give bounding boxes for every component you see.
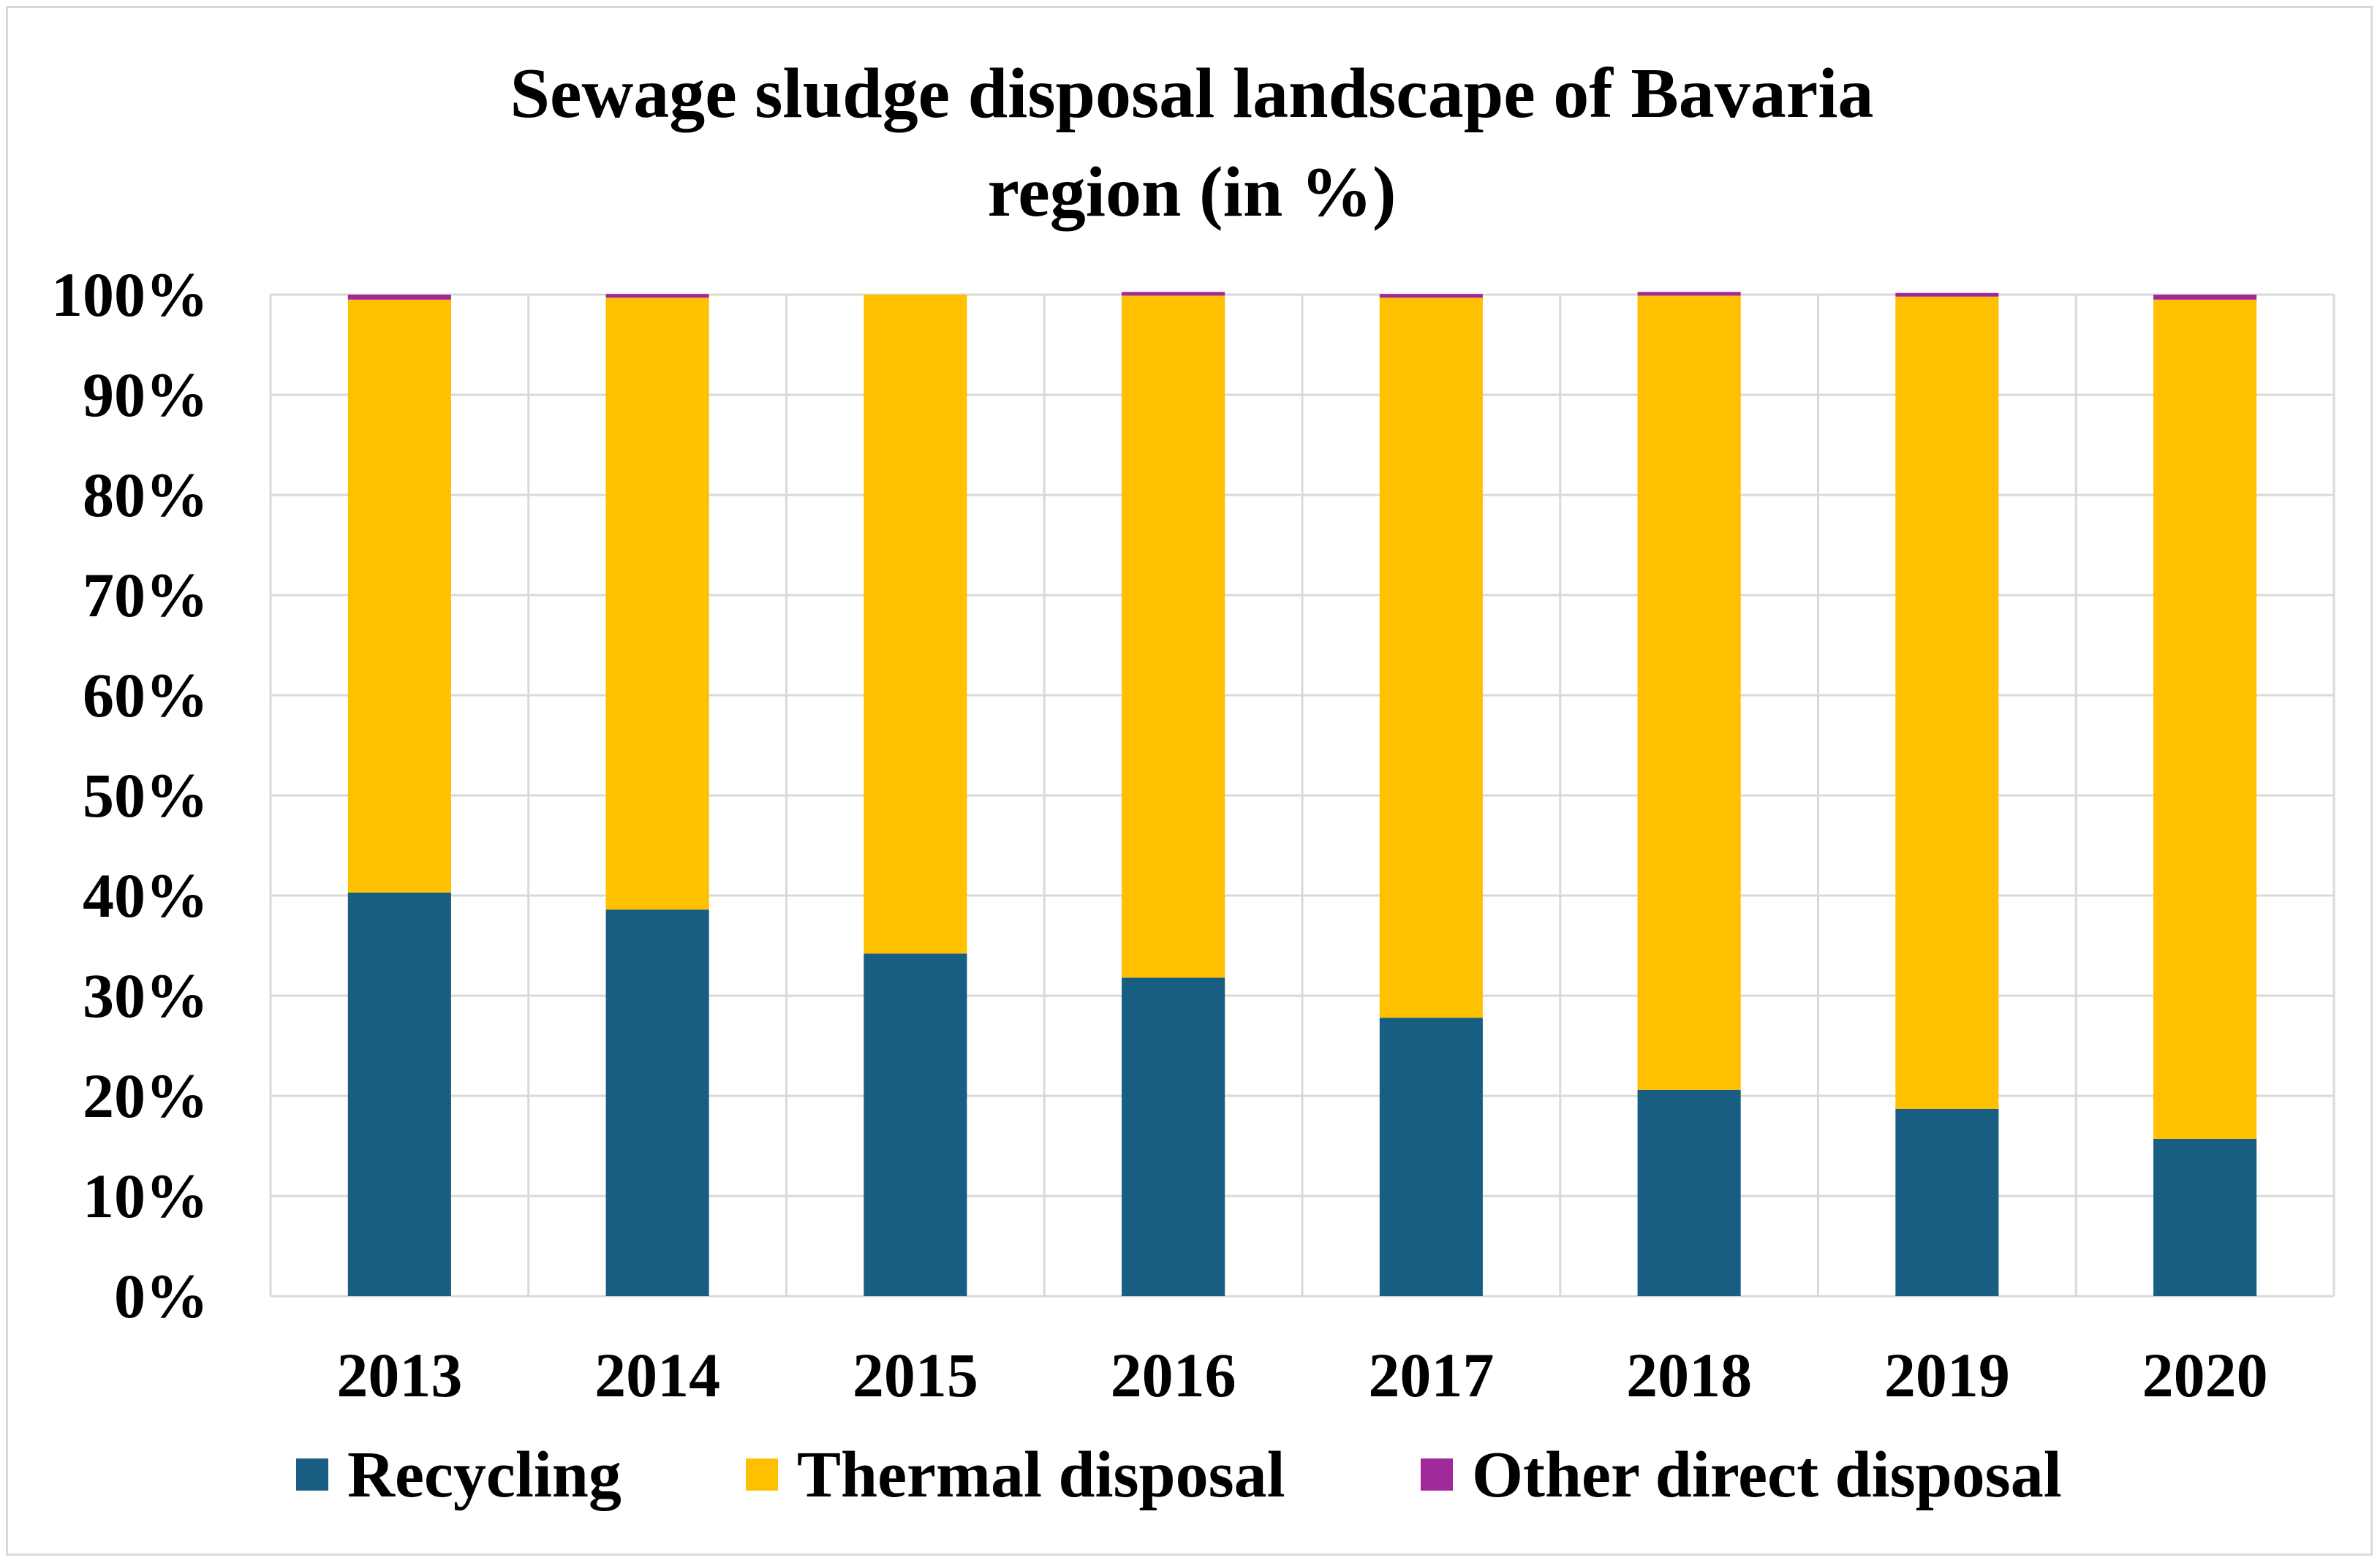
legend: Recycling Thermal disposal Other direct di…	[296, 1439, 2062, 1511]
bar-recycling-2018	[1637, 1089, 1741, 1296]
bar-recycling-2017	[1379, 1018, 1483, 1296]
y-tick-label: 30%	[83, 961, 208, 1031]
chart-title-line-2: region (in %)	[988, 153, 1397, 232]
x-tick-label: 2018	[1626, 1340, 1752, 1410]
y-tick-label: 70%	[83, 560, 208, 630]
y-tick-label: 100%	[51, 260, 208, 330]
bar-recycling-2015	[864, 953, 967, 1296]
legend-swatch-thermal-disposal	[746, 1458, 778, 1491]
bar-recycling-2013	[347, 892, 451, 1296]
y-tick-label: 80%	[83, 460, 208, 530]
x-tick-label: 2016	[1111, 1340, 1236, 1410]
legend-label: Other direct disposal	[1472, 1439, 2062, 1511]
bar-thermal-disposal-2018	[1637, 295, 1741, 1090]
bars	[347, 292, 2257, 1296]
bar-other-direct-disposal-2019	[1895, 292, 1999, 297]
chart-title-line-1: Sewage sludge disposal landscape of Bava…	[510, 54, 1874, 133]
bar-thermal-disposal-2016	[1122, 295, 1225, 978]
bar-thermal-disposal-2015	[864, 295, 967, 954]
bar-other-direct-disposal-2018	[1637, 292, 1741, 296]
y-tick-label: 90%	[83, 360, 208, 430]
x-tick-label: 2013	[336, 1340, 462, 1410]
legend-swatch-recycling	[296, 1458, 328, 1491]
bar-thermal-disposal-2017	[1379, 298, 1483, 1018]
gridlines	[269, 293, 2335, 1298]
x-tick-label: 2017	[1368, 1340, 1494, 1410]
x-axis: 2013 2014 2015 2016 2017 2018 2019 2020	[336, 1340, 2267, 1410]
y-tick-label: 60%	[83, 660, 208, 730]
bar-thermal-disposal-2014	[605, 298, 709, 910]
chart-title: Sewage sludge disposal landscape of Bava…	[510, 54, 1874, 232]
bar-recycling-2016	[1122, 977, 1225, 1296]
y-tick-label: 0%	[114, 1261, 208, 1331]
bar-other-direct-disposal-2014	[605, 294, 709, 298]
y-axis: 0% 10% 20% 30% 40% 50% 60% 70% 80% 90% 100%	[51, 260, 208, 1331]
x-tick-label: 2019	[1884, 1340, 2010, 1410]
bar-thermal-disposal-2019	[1895, 296, 1999, 1109]
legend-label: Recycling	[347, 1439, 622, 1511]
bar-thermal-disposal-2013	[347, 299, 451, 893]
bar-other-direct-disposal-2013	[347, 295, 451, 300]
x-tick-label: 2014	[594, 1340, 720, 1410]
y-tick-label: 50%	[83, 760, 208, 830]
x-tick-label: 2015	[853, 1340, 978, 1410]
legend-label: Thermal disposal	[797, 1439, 1285, 1511]
y-tick-label: 40%	[83, 860, 208, 931]
y-tick-label: 20%	[83, 1061, 208, 1131]
legend-swatch-other-direct-disposal	[1421, 1458, 1453, 1491]
bar-other-direct-disposal-2020	[2153, 295, 2257, 300]
x-tick-label: 2020	[2142, 1340, 2268, 1410]
bar-other-direct-disposal-2016	[1122, 292, 1225, 296]
bar-other-direct-disposal-2017	[1379, 294, 1483, 298]
bar-recycling-2019	[1895, 1108, 1999, 1296]
bar-recycling-2014	[605, 909, 709, 1296]
y-tick-label: 10%	[83, 1161, 208, 1231]
bar-recycling-2020	[2153, 1138, 2257, 1296]
bar-thermal-disposal-2020	[2153, 299, 2257, 1139]
